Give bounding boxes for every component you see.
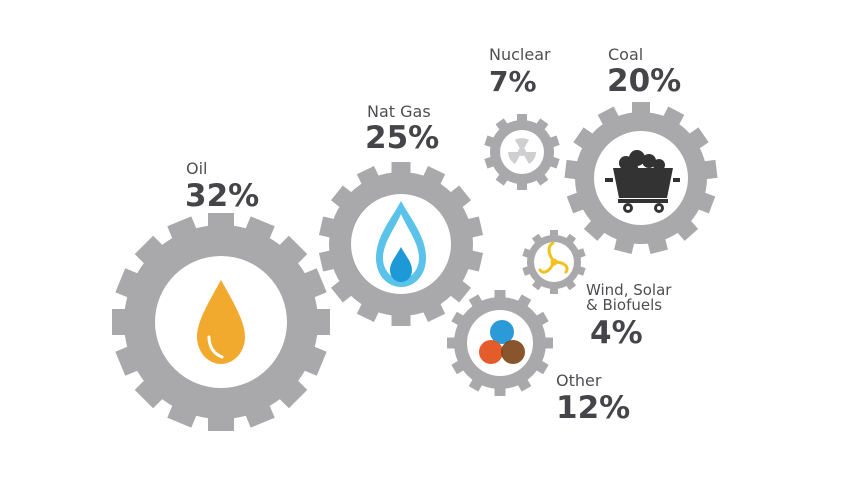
nuclear-label: Nuclear bbox=[489, 45, 551, 64]
renewable-label-line1: Wind, Solar bbox=[586, 281, 672, 299]
coal-percent: 20% bbox=[607, 63, 682, 99]
nuclear-percent: 7% bbox=[489, 65, 537, 98]
other-percent: 12% bbox=[556, 390, 631, 426]
oil-percent: 32% bbox=[185, 178, 260, 214]
coal-label: Coal bbox=[608, 45, 644, 64]
gas-label: Nat Gas bbox=[367, 102, 431, 121]
wind-turbine-icon bbox=[538, 241, 569, 274]
gas-flame-icon bbox=[376, 201, 426, 287]
oil-drop-icon bbox=[197, 280, 245, 364]
other-label: Other bbox=[556, 371, 602, 390]
oil-label: Oil bbox=[186, 159, 208, 178]
overlapping-circles-icon bbox=[479, 320, 525, 364]
gas-percent: 25% bbox=[365, 120, 440, 156]
renewable-percent: 4% bbox=[590, 315, 643, 351]
radiation-icon bbox=[508, 138, 536, 164]
renewable-label-line2: & Biofuels bbox=[586, 296, 663, 314]
